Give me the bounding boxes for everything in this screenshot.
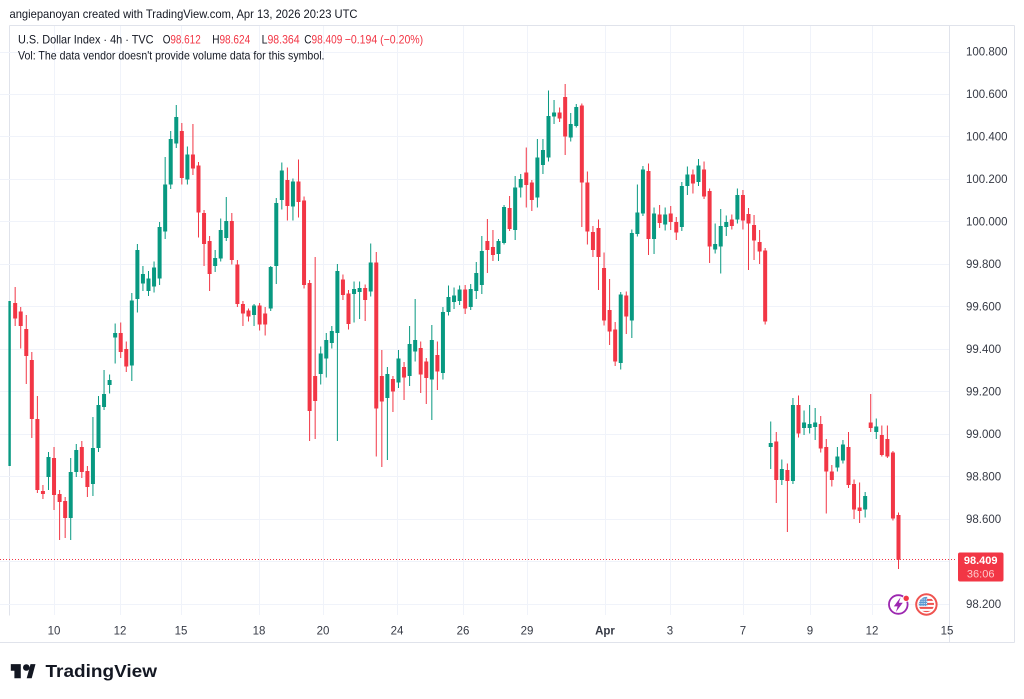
svg-text:100.400: 100.400	[966, 132, 1008, 144]
svg-text:100.200: 100.200	[966, 174, 1008, 186]
svg-text:−0.194 (−0.20%): −0.194 (−0.20%)	[345, 33, 424, 47]
svg-text:C98.409: C98.409	[304, 33, 342, 47]
svg-text:12: 12	[866, 626, 879, 638]
svg-text:U.S. Dollar Index · 4h · TVC: U.S. Dollar Index · 4h · TVC	[18, 33, 154, 47]
svg-text:TradingView: TradingView	[46, 661, 158, 681]
svg-text:98.800: 98.800	[966, 471, 1001, 483]
svg-text:99.000: 99.000	[966, 429, 1001, 441]
svg-text:29: 29	[521, 626, 534, 638]
svg-text:98.409: 98.409	[964, 555, 998, 567]
svg-text:3: 3	[667, 626, 673, 638]
svg-text:12: 12	[114, 626, 127, 638]
svg-text:100.800: 100.800	[966, 47, 1008, 59]
svg-text:18: 18	[253, 626, 266, 638]
svg-text:L98.364: L98.364	[262, 33, 300, 47]
svg-text:98.200: 98.200	[966, 599, 1001, 611]
svg-text:20: 20	[317, 626, 330, 638]
svg-text:100.000: 100.000	[966, 216, 1008, 228]
svg-text:9: 9	[807, 626, 813, 638]
svg-text:24: 24	[391, 626, 404, 638]
svg-text:7: 7	[740, 626, 746, 638]
svg-text:100.600: 100.600	[966, 89, 1008, 101]
svg-text:H98.624: H98.624	[212, 33, 250, 47]
svg-text:Apr: Apr	[595, 626, 615, 638]
svg-text:O98.612: O98.612	[163, 33, 201, 47]
svg-text:26: 26	[457, 626, 470, 638]
svg-text:99.600: 99.600	[966, 301, 1001, 313]
svg-text:36:06: 36:06	[967, 569, 995, 581]
svg-text:Vol: The data vendor doesn't p: Vol: The data vendor doesn't provide vol…	[18, 49, 325, 63]
svg-text:99.800: 99.800	[966, 259, 1001, 271]
svg-text:15: 15	[941, 626, 954, 638]
svg-text:98.600: 98.600	[966, 514, 1001, 526]
svg-text:10: 10	[48, 626, 61, 638]
svg-text:15: 15	[175, 626, 188, 638]
svg-text:angiepanoyan created with Trad: angiepanoyan created with TradingView.co…	[10, 7, 358, 21]
svg-text:99.400: 99.400	[966, 344, 1001, 356]
svg-text:99.200: 99.200	[966, 386, 1001, 398]
